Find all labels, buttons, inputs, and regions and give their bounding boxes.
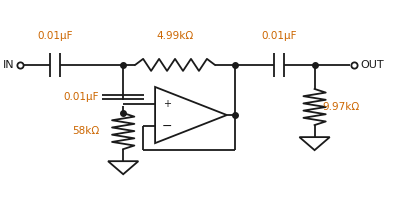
Text: +: + <box>163 99 171 109</box>
Text: 9.97kΩ: 9.97kΩ <box>322 102 360 112</box>
Text: 58kΩ: 58kΩ <box>72 126 99 136</box>
Text: 0.01μF: 0.01μF <box>261 31 297 41</box>
Text: −: − <box>162 120 172 133</box>
Text: OUT: OUT <box>360 60 384 70</box>
Text: 0.01μF: 0.01μF <box>37 31 73 41</box>
Text: 4.99kΩ: 4.99kΩ <box>156 31 194 41</box>
Text: 0.01μF: 0.01μF <box>64 92 99 102</box>
Text: IN: IN <box>3 60 15 70</box>
